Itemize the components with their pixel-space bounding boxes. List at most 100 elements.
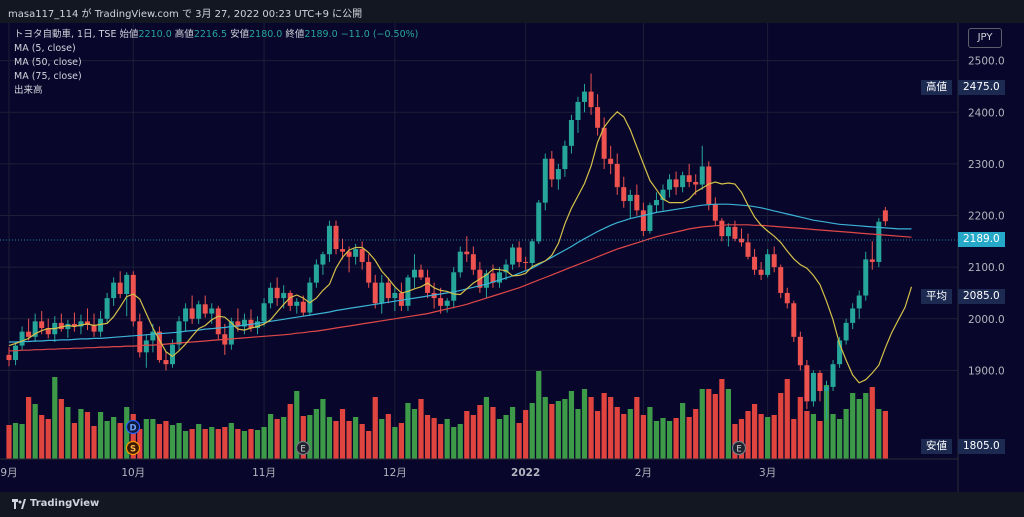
candle-body [732, 226, 738, 239]
candle-body [189, 308, 195, 319]
candle-body [568, 120, 574, 146]
volume-bar [444, 419, 450, 459]
candle-body [797, 336, 803, 366]
y-tick-label: 1900.0 [968, 365, 1005, 377]
volume-bar [52, 377, 58, 459]
legend-volume[interactable]: 出来高 [14, 85, 43, 96]
candle-body [326, 225, 332, 255]
candle-body [209, 308, 215, 314]
candle-body [19, 331, 25, 346]
candle-body [706, 166, 712, 205]
volume-bar [686, 417, 692, 459]
candle-body [699, 166, 705, 185]
x-tick-label: 11月 [252, 467, 276, 479]
candle-body [385, 282, 391, 299]
volume-bar [241, 431, 248, 459]
candle-body [372, 282, 378, 304]
candle-body [765, 254, 771, 275]
candle-body [359, 249, 365, 262]
ma50-line [9, 203, 912, 343]
ma75-line [9, 224, 912, 352]
candle-body [824, 386, 829, 392]
volume-bar [261, 427, 267, 459]
volume-bar [124, 407, 130, 459]
volume-bar [810, 414, 817, 459]
candle-body [850, 308, 856, 323]
candle-body [778, 267, 784, 293]
candle-body [680, 175, 686, 188]
volume-bar [424, 415, 431, 459]
volume-bar [294, 391, 300, 459]
volume-bar [313, 409, 319, 459]
legend-ma50[interactable]: MA (50, close) [14, 57, 82, 68]
volume-bar [797, 397, 803, 459]
candle-body [817, 372, 823, 392]
volume-bar [836, 419, 843, 459]
volume-bar [843, 409, 849, 459]
volume-bar [320, 399, 326, 459]
candle-body [84, 321, 90, 325]
volume-bar [182, 431, 189, 459]
legend-high-value: 2216.5 [193, 29, 228, 40]
volume-bar [588, 397, 594, 459]
candle-body [104, 298, 110, 319]
candle-body [882, 210, 888, 222]
candle-body [91, 324, 97, 332]
y-tick-label: 2100.0 [968, 262, 1005, 274]
legend-close-value: 2189.0 [304, 29, 338, 40]
candle-body [228, 321, 234, 345]
candle-body [78, 321, 84, 327]
chart-area[interactable]: 1900.0 2000.0 2100.0 2200.0 2300.0 2400.0 2500… [0, 23, 1024, 492]
candle-body [843, 322, 849, 341]
candle-body [804, 365, 810, 402]
volume-bar [653, 421, 660, 459]
volume-bar [464, 411, 470, 459]
volume-bar [647, 407, 653, 459]
candle-body [542, 158, 548, 203]
legend-close-label: 終値 [285, 29, 305, 40]
candle-body [837, 340, 843, 365]
volume-bar [359, 424, 365, 459]
average-price-badge: 平均 2085.0 [921, 289, 1011, 304]
candle-body [294, 301, 300, 306]
volume-bar [562, 399, 568, 459]
candle-body [457, 251, 463, 273]
currency-button[interactable]: JPY [968, 28, 1002, 48]
candle-body [215, 308, 221, 335]
earnings-marker-feb [731, 440, 747, 456]
volume-bar [71, 423, 77, 459]
volume-bar [856, 399, 862, 459]
legend-ma5[interactable]: MA (5, close) [14, 43, 76, 54]
volume-bar [725, 389, 731, 459]
legend-ma75[interactable]: MA (75, close) [14, 71, 82, 82]
volume-bar [307, 415, 313, 459]
split-marker [125, 440, 141, 456]
volume-bar [529, 403, 535, 459]
footer: TradingView [0, 492, 1024, 517]
volume-bar [97, 412, 104, 459]
y-tick-label: 2500.0 [968, 56, 1005, 68]
candle-body [693, 181, 699, 185]
volume-bar [470, 415, 476, 459]
ma5-line [8, 110, 913, 384]
volume-bar [104, 421, 110, 459]
volume-bar [751, 404, 758, 459]
candle-body [307, 282, 313, 313]
y-tick-label: 2200.0 [968, 211, 1005, 223]
volume-bar [91, 426, 97, 459]
avg-badge-value: 2085.0 [958, 289, 1005, 304]
x-tick-label: 12月 [383, 467, 407, 479]
candle-body [627, 194, 633, 202]
candle-body [117, 282, 123, 294]
volume-bar [163, 421, 169, 459]
volume-bar [111, 417, 117, 459]
chart-svg[interactable]: 1900.0 2000.0 2100.0 2200.0 2300.0 2400.0 2500… [0, 23, 1024, 492]
volume-bar [542, 397, 548, 459]
volume-bar [581, 389, 588, 459]
candle-body [451, 272, 457, 301]
candle-body [562, 145, 568, 170]
volume-bar [503, 415, 509, 459]
candle-body [438, 298, 444, 306]
volume-layer [6, 371, 888, 459]
low-badge-label: 安値 [921, 439, 952, 454]
